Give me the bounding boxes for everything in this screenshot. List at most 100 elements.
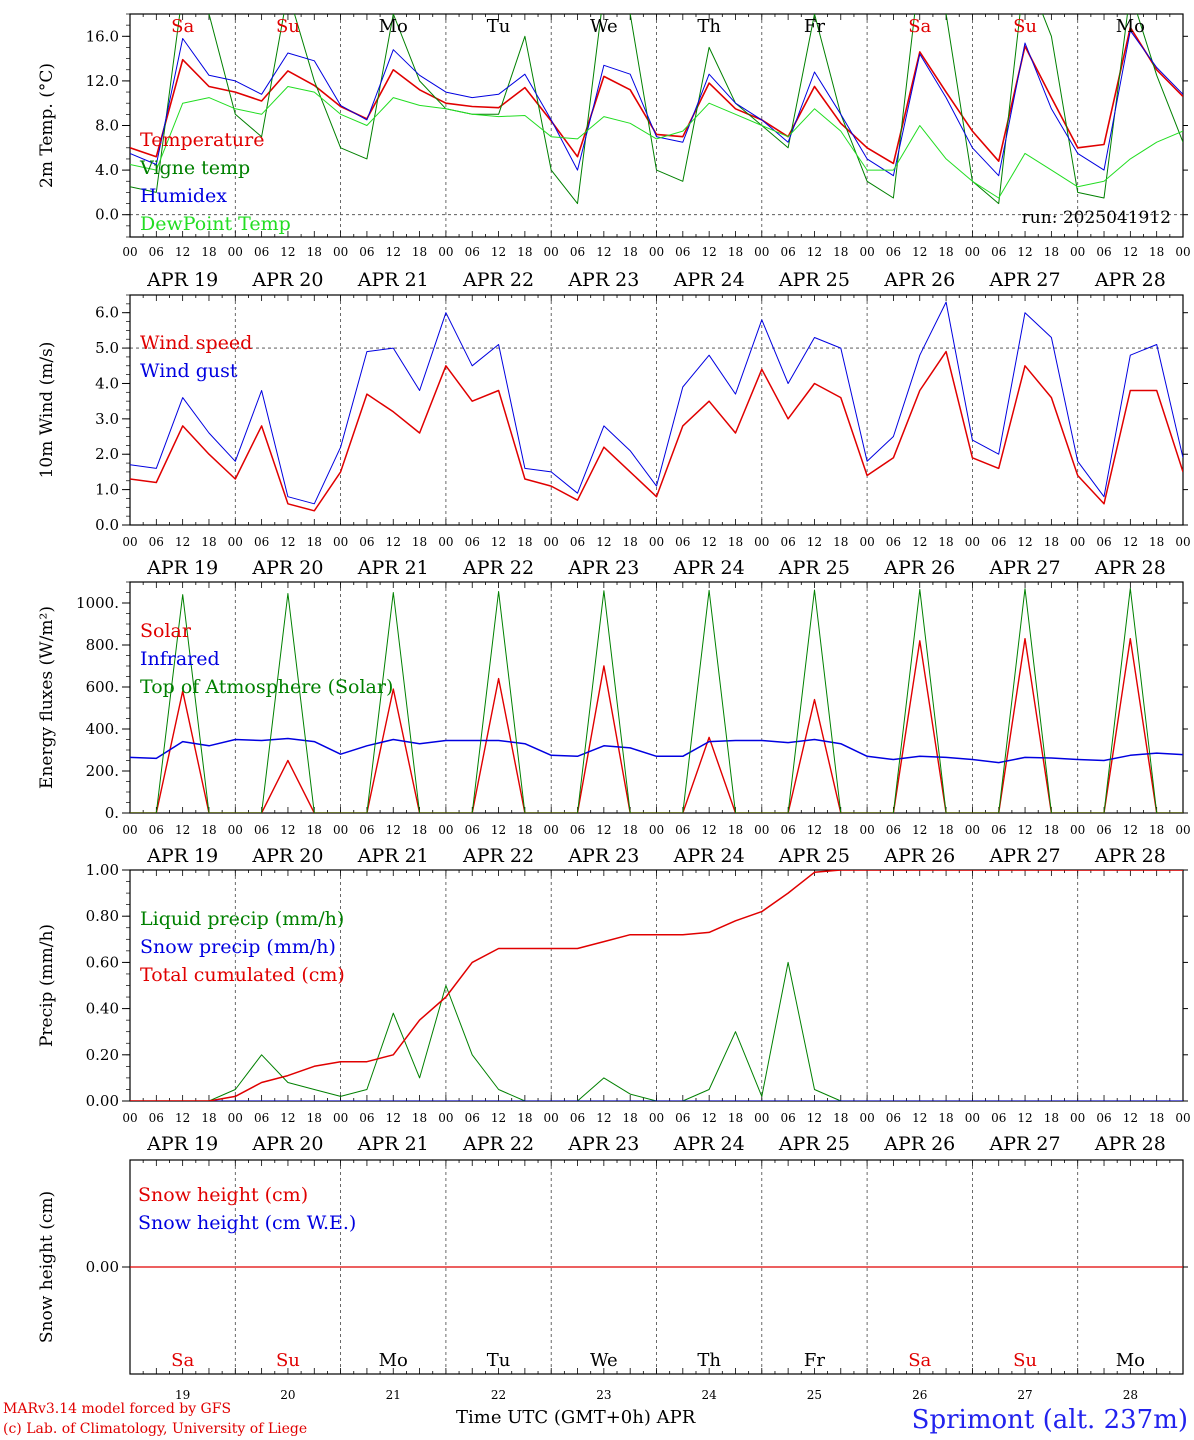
legend-entry: Infrared [140,648,220,670]
hour-tick-label: 18 [1044,535,1059,549]
date-label: APR 23 [567,845,639,867]
hour-tick-label: 06 [254,823,269,837]
y-tick-label: 800. [86,636,119,654]
hour-tick-label: 12 [1123,535,1138,549]
y-tick-label: 1.00 [86,861,119,879]
hour-tick-label: 12 [702,1111,717,1125]
hour-tick-label: 12 [1017,245,1032,259]
weekday-label: Su [276,1350,300,1371]
weekday-label: Th [697,1350,721,1371]
weekday-label: Sa [908,16,931,37]
hour-tick-label: 00 [859,1111,874,1125]
y-tick-label: 400. [86,720,119,738]
hour-tick-label: 06 [991,823,1006,837]
hour-tick-label: 06 [570,823,585,837]
legend-entry: DewPoint Temp [140,213,291,235]
y-tick-label: 5.0 [95,339,119,357]
legend-entry: Temperature [140,129,264,151]
day-number-label: 27 [1017,1388,1032,1402]
y-tick-label: 6.0 [95,304,119,322]
hour-tick-label: 12 [596,535,611,549]
date-label: APR 22 [462,845,534,867]
hour-tick-label: 18 [307,1111,322,1125]
hour-tick-label: 12 [702,245,717,259]
hour-tick-label: 00 [333,823,348,837]
hour-tick-label: 18 [1044,823,1059,837]
hour-tick-label: 06 [465,1111,480,1125]
y-tick-label: 1000. [76,594,119,612]
hour-tick-label: 12 [596,245,611,259]
date-label: APR 23 [567,557,639,579]
hour-tick-label: 00 [965,823,980,837]
series-line-3 [130,30,1183,177]
hour-tick-label: 18 [1149,245,1164,259]
weekday-label: Su [1013,1350,1037,1371]
hour-tick-label: 18 [201,535,216,549]
date-label: APR 22 [462,1133,534,1155]
panel-5: 0.00 Snow height (cm) Snow height (cm) Snow… [37,1159,1188,1402]
hour-tick-label: 12 [1017,823,1032,837]
hour-tick-label: 00 [333,535,348,549]
weekday-label: Su [276,16,300,37]
weekday-label: Th [697,16,721,37]
hour-tick-label: 06 [149,535,164,549]
y-tick-label: 2.0 [95,445,119,463]
hour-tick-label: 00 [438,823,453,837]
hour-tick-label: 00 [122,823,137,837]
hour-tick-label: 00 [228,245,243,259]
hour-tick-label: 06 [991,1111,1006,1125]
hour-tick-label: 18 [833,823,848,837]
hour-tick-label: 06 [886,535,901,549]
hour-tick-label: 18 [1149,535,1164,549]
hour-tick-label: 12 [175,245,190,259]
hour-tick-label: 06 [991,245,1006,259]
weekday-label: Tu [487,1350,511,1371]
date-label: APR 26 [883,269,955,291]
date-label: APR 24 [673,845,745,867]
series-line-2 [130,14,1183,205]
series-line-3 [130,870,1183,1101]
y-axis-title: 10m Wind (m/s) [37,342,57,479]
hour-tick-label: 18 [938,245,953,259]
hour-tick-label: 00 [438,535,453,549]
date-label: APR 25 [778,845,850,867]
hour-tick-label: 18 [412,535,427,549]
hour-tick-label: 06 [1096,245,1111,259]
hour-tick-label: 12 [175,1111,190,1125]
y-tick-label: 0.0 [95,516,119,534]
date-label: APR 25 [778,557,850,579]
date-label: APR 20 [251,1133,323,1155]
hour-tick-label: 06 [780,535,795,549]
hour-tick-label: 12 [1017,1111,1032,1125]
date-label: APR 21 [357,269,429,291]
hour-tick-label: 06 [359,245,374,259]
hour-tick-label: 00 [544,245,559,259]
hour-tick-label: 18 [307,823,322,837]
y-tick-label: 16.0 [86,27,119,45]
hour-tick-label: 12 [702,535,717,549]
hour-tick-label: 12 [807,823,822,837]
hour-tick-label: 06 [254,535,269,549]
day-number-label: 21 [386,1388,401,1402]
hour-tick-label: 00 [754,245,769,259]
day-number-label: 22 [491,1388,506,1402]
hour-tick-label: 06 [359,1111,374,1125]
series-line-3 [130,587,1183,813]
hour-tick-label: 00 [333,1111,348,1125]
hour-tick-label: 06 [675,1111,690,1125]
hour-tick-label: 18 [201,245,216,259]
hour-tick-label: 12 [280,535,295,549]
legend-entry: Solar [140,620,192,642]
date-label: APR 25 [778,269,850,291]
y-axis-title: 2m Temp. (°C) [37,63,57,188]
hour-tick-label: 18 [938,535,953,549]
hour-tick-label: 12 [912,1111,927,1125]
y-tick-label: 0.80 [86,907,119,925]
hour-tick-label: 18 [412,823,427,837]
hour-tick-label: 06 [675,245,690,259]
hour-tick-label: 12 [386,535,401,549]
hour-tick-label: 06 [675,823,690,837]
y-tick-label: 0.00 [86,1258,119,1276]
series-line-1 [130,350,1183,512]
legend-entry: Snow height (cm W.E.) [138,1212,356,1234]
